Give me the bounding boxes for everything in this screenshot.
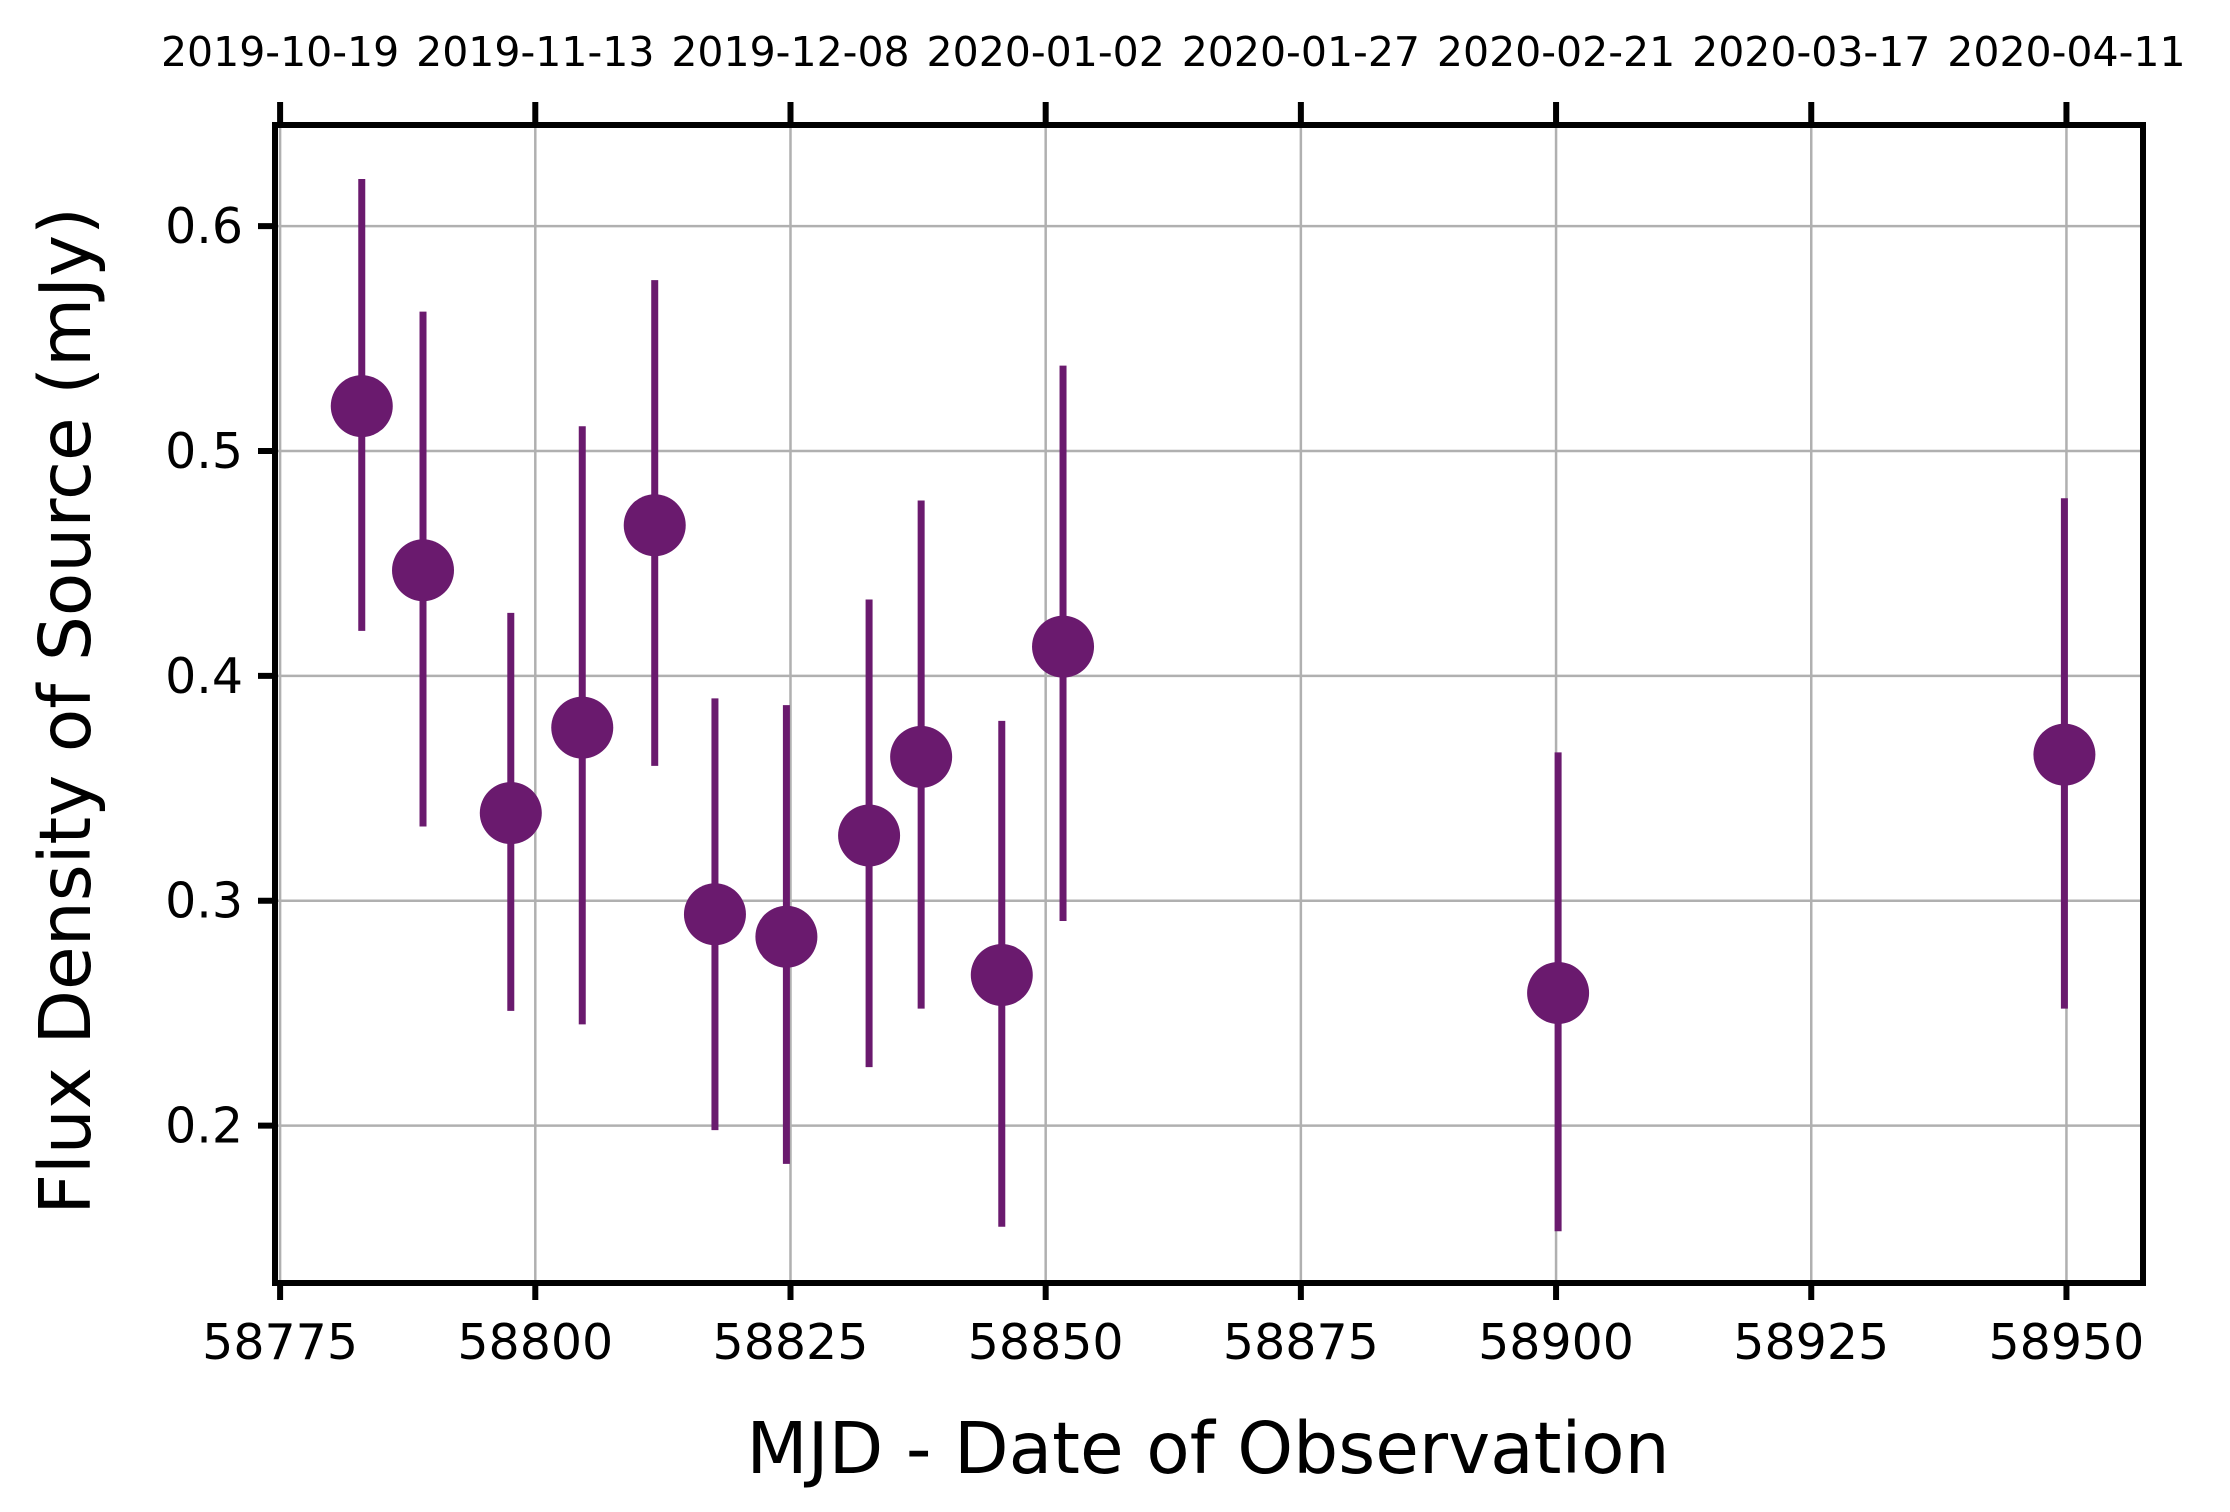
data-point [2033, 723, 2096, 786]
top-date-label: 2020-04-11 [1947, 28, 2185, 76]
data-points [330, 178, 2096, 1232]
top-date-label: 2020-01-27 [1182, 28, 1420, 76]
x-tick-label: 58875 [1223, 1314, 1379, 1371]
y-tick-label: 0.4 [165, 648, 243, 705]
data-point [970, 943, 1033, 1006]
x-tick-label: 58850 [968, 1314, 1124, 1371]
y-tick-label: 0.5 [165, 423, 243, 480]
top-date-label: 2019-10-19 [161, 28, 399, 76]
x-tick-label: 58825 [713, 1314, 869, 1371]
x-tick-label: 58925 [1733, 1314, 1889, 1371]
x-tick-label: 58775 [202, 1314, 358, 1371]
data-point [392, 539, 455, 602]
y-tick-label: 0.2 [165, 1098, 243, 1155]
top-date-label: 2020-01-02 [927, 28, 1165, 76]
data-point [479, 782, 542, 845]
top-date-tick-labels: 2019-10-19 2019-11-13 2019-12-08 2020-01-02… [161, 28, 2186, 76]
y-tick-labels: 0.2 0.3 0.4 0.5 0.6 [165, 198, 243, 1154]
x-tick-label: 58900 [1478, 1314, 1634, 1371]
x-axis-label: MJD - Date of Observation [746, 1407, 1669, 1490]
data-point [623, 494, 686, 557]
data-point [838, 804, 901, 867]
top-date-label: 2020-03-17 [1692, 28, 1930, 76]
data-point [330, 375, 393, 438]
top-date-label: 2020-02-21 [1437, 28, 1675, 76]
y-tick-label: 0.3 [165, 873, 243, 930]
data-point [1527, 961, 1590, 1024]
x-tick-label: 58800 [457, 1314, 613, 1371]
top-date-label: 2019-11-13 [416, 28, 654, 76]
data-point [683, 883, 746, 946]
y-axis-label: Flux Density of Source (mJy) [24, 207, 107, 1215]
x-tick-labels: 58775 58800 58825 58850 58875 58900 58925 58950 [202, 1314, 2144, 1371]
y-tick-label: 0.6 [165, 198, 243, 255]
data-point [551, 696, 614, 759]
top-date-label: 2019-12-08 [671, 28, 909, 76]
plot-frame [272, 122, 2146, 1286]
data-point [890, 725, 953, 788]
axis-ticks [258, 102, 2070, 1300]
grid-lines [275, 125, 2143, 1283]
data-point [1032, 615, 1095, 678]
data-point [755, 905, 818, 968]
x-tick-label: 58950 [1988, 1314, 2144, 1371]
